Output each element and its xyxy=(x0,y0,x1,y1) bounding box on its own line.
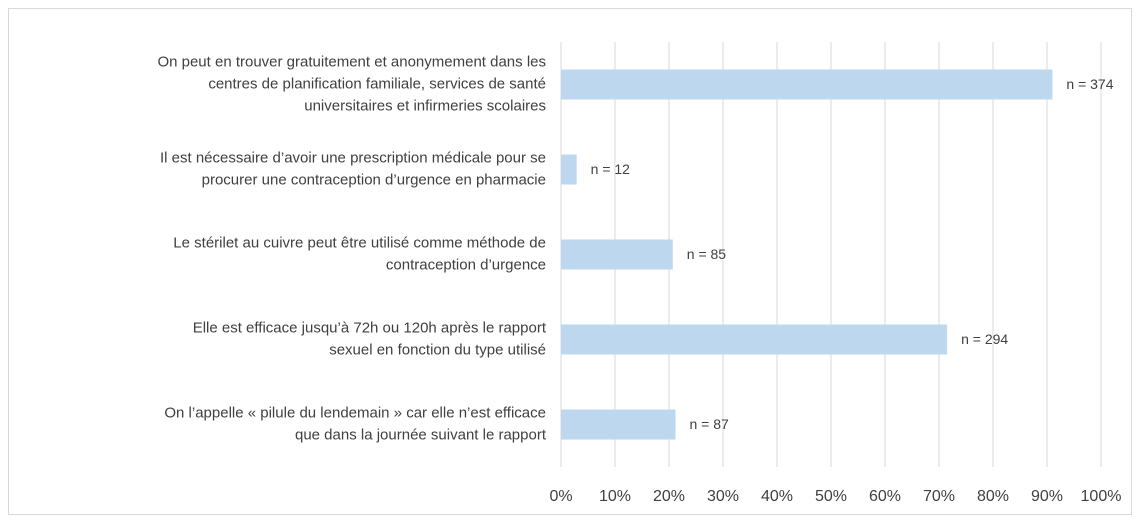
x-tick-label: 100% xyxy=(1081,488,1122,505)
category-label: On l’appelle « pilule du lendemain » car… xyxy=(164,404,546,421)
x-tick-label: 50% xyxy=(815,488,847,505)
category-label: procurer une contraception d’urgence en … xyxy=(202,171,546,188)
x-tick-label: 20% xyxy=(653,488,685,505)
category-label: que dans la journée suivant le rapport xyxy=(295,426,547,443)
category-label: contraception d’urgence xyxy=(386,256,546,273)
x-tick-label: 40% xyxy=(761,488,793,505)
data-label: n = 294 xyxy=(961,331,1008,347)
category-label: Le stérilet au cuivre peut être utilisé … xyxy=(173,234,546,251)
data-label: n = 85 xyxy=(687,246,727,262)
category-label: centres de planification familiale, serv… xyxy=(208,75,546,92)
category-label: Il est nécessaire d’avoir une prescripti… xyxy=(160,149,546,166)
category-label: universitaires et infirmeries scolaires xyxy=(304,97,546,114)
data-label: n = 374 xyxy=(1066,76,1113,92)
bar xyxy=(561,409,676,440)
data-label: n = 12 xyxy=(591,161,631,177)
x-tick-label: 60% xyxy=(869,488,901,505)
category-label: On peut en trouver gratuitement et anony… xyxy=(157,53,546,70)
bar xyxy=(561,154,577,185)
category-label: Elle est efficace jusqu’à 72h ou 120h ap… xyxy=(193,319,547,336)
bar xyxy=(561,324,948,355)
data-label: n = 87 xyxy=(689,416,729,432)
x-tick-label: 0% xyxy=(549,488,572,505)
bar xyxy=(561,239,673,270)
category-label: sexuel en fonction du type utilisé xyxy=(329,341,546,358)
x-tick-label: 10% xyxy=(599,488,631,505)
x-tick-label: 30% xyxy=(707,488,739,505)
x-tick-label: 70% xyxy=(923,488,955,505)
bar xyxy=(561,69,1053,100)
x-tick-label: 80% xyxy=(977,488,1009,505)
x-tick-label: 90% xyxy=(1031,488,1063,505)
